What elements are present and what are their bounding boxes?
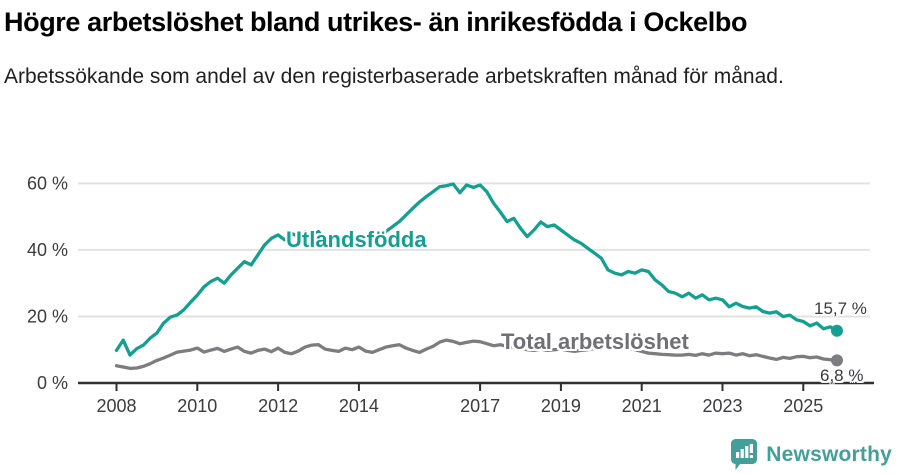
- x-axis-tick-label: 2019: [541, 396, 581, 416]
- x-axis-tick-label: 2017: [460, 396, 500, 416]
- x-axis-tick-label: 2012: [258, 396, 298, 416]
- y-axis-tick-label: 40 %: [27, 240, 68, 260]
- x-axis-tick-label: 2021: [622, 396, 662, 416]
- series-label-utlandsfodda: Utlandsfödda: [286, 227, 427, 252]
- x-axis-tick-label: 2014: [339, 396, 379, 416]
- chart-subtitle: Arbetssökande som andel av den registerb…: [4, 65, 784, 88]
- y-axis-tick-label: 60 %: [27, 173, 68, 193]
- page-title: Högre arbetslöshet bland utrikes- än inr…: [4, 7, 748, 37]
- bar-chart-speech-bubble-icon: [731, 439, 758, 470]
- end-value-label-total: 6,8 %: [820, 366, 864, 385]
- end-point-dot: [830, 354, 843, 367]
- line-utlandsfodda: [114, 182, 839, 357]
- line-total: [114, 338, 839, 371]
- line-chart: 0 % 20 % 40 % 60 % 2008 2010 2012 2014 2017 2019 2…: [27, 173, 874, 416]
- series-label-total-arbetsloshet: Total arbetslöshet: [501, 329, 689, 354]
- x-axis-tick-label: 2008: [96, 396, 136, 416]
- x-axis-tick-label: 2023: [702, 396, 742, 416]
- y-axis-tick-label: 20 %: [27, 306, 68, 326]
- end-point-dot: [830, 324, 843, 337]
- y-axis-tick-label: 0 %: [37, 373, 68, 393]
- x-axis-tick-label: 2010: [177, 396, 217, 416]
- x-axis-tick-label: 2025: [783, 396, 823, 416]
- brand-name: Newsworthy: [766, 442, 892, 466]
- end-value-label-utlandsfodda: 15,7 %: [814, 299, 867, 318]
- newsworthy-logo: Newsworthy: [731, 439, 892, 470]
